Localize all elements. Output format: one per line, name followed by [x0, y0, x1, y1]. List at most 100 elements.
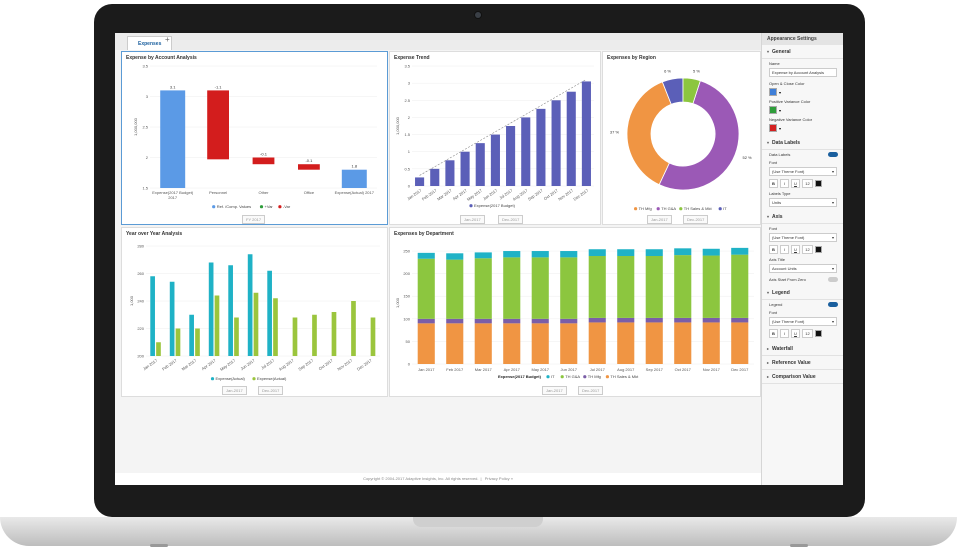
stacked-segment: [645, 317, 663, 323]
section-axis[interactable]: ▾ Axis: [762, 211, 843, 224]
labels-type-select[interactable]: Units ▾: [769, 198, 837, 207]
trend-bar: [506, 126, 516, 186]
data-labels-toggle[interactable]: [828, 152, 838, 157]
font-color-swatch[interactable]: [815, 330, 822, 337]
trend-bar: [415, 177, 425, 186]
page-footer: Copyright © 2004-2017 Adaptive Insights,…: [115, 473, 761, 485]
stacked-segment: [674, 322, 692, 364]
period-filter[interactable]: FY 2017: [242, 215, 266, 224]
y-tick-label: 1.5: [142, 186, 148, 191]
font-color-swatch[interactable]: [815, 180, 822, 187]
from-period-filter[interactable]: Jan-2017: [647, 215, 672, 224]
slice-label: 6 %: [664, 69, 671, 74]
font-style-row: B I U 12: [762, 244, 843, 255]
underline-button[interactable]: U: [791, 245, 800, 254]
yoy-panel[interactable]: Year over Year Analysis 280 260 240 220 200 1…: [121, 227, 388, 397]
to-period-filter[interactable]: Dec-2017: [578, 386, 604, 395]
section-legend[interactable]: ▾ Legend: [762, 287, 843, 300]
yoy-bar: [150, 276, 155, 356]
positive-variance-color-swatch[interactable]: [769, 106, 777, 114]
open-close-color-swatch[interactable]: [769, 88, 777, 96]
legend-toggle-label: Legend: [769, 302, 783, 307]
stacked-segment: [474, 318, 492, 324]
font-size-input[interactable]: 12: [802, 179, 813, 188]
stacked-segment: [731, 247, 749, 255]
yoy-chart: 280 260 240 220 200 1,000 Jan 2017 Feb 2017 Mar …: [129, 244, 380, 381]
from-period-filter[interactable]: Jan-2017: [542, 386, 567, 395]
stacked-segment: [645, 249, 663, 257]
x-tick-label: May 2017: [219, 357, 237, 372]
x-tick-label: May 2017: [466, 187, 484, 202]
from-period-filter[interactable]: Jan-2017: [460, 215, 485, 224]
bold-button[interactable]: B: [769, 179, 778, 188]
font-select[interactable]: (Use Theme Font) ▾: [769, 317, 837, 326]
stacked-segment: [702, 255, 720, 318]
underline-button[interactable]: U: [791, 179, 800, 188]
y-tick-label: 0: [408, 362, 411, 367]
yoy-bar: [312, 314, 317, 356]
donut-slice: [658, 80, 740, 191]
chevron-down-icon: ▾: [831, 319, 834, 324]
axis-start-zero-toggle[interactable]: [828, 277, 838, 282]
panel-title: Expense by Account Analysis: [126, 55, 197, 61]
section-data-labels[interactable]: ▾ Data Labels: [762, 137, 843, 150]
from-period-filter[interactable]: Jan-2017: [222, 386, 247, 395]
add-tab-button[interactable]: +: [165, 35, 170, 44]
font-size-input[interactable]: 12: [802, 329, 813, 338]
stacked-segment: [617, 256, 635, 318]
to-period-filter[interactable]: Dec-2017: [258, 386, 284, 395]
to-period-filter[interactable]: Dec-2017: [683, 215, 709, 224]
section-reference-value[interactable]: ▸ Reference Value: [762, 357, 843, 370]
region-panel[interactable]: Expenses by Region 52 % 37 % 6 % 5 % TH Mfg T…: [602, 51, 761, 225]
underline-button[interactable]: U: [791, 329, 800, 338]
trend-panel[interactable]: Expense Trend 3.5 3 2.5 2 1.5 1 0.5 0 1,000,000 J…: [389, 51, 601, 225]
trend-bar: [475, 143, 485, 186]
section-comparison-value[interactable]: ▸ Comparison Value: [762, 371, 843, 384]
data-label: 3.1: [170, 84, 176, 89]
italic-button[interactable]: I: [780, 329, 789, 338]
positive-variance-color-label: Positive Variance Color: [769, 99, 811, 104]
legend-marker: [679, 207, 683, 211]
stacked-segment: [417, 323, 435, 364]
waterfall-panel[interactable]: Expense by Account Analysis 3.5 3 2.5 2 1.5 1…: [121, 51, 388, 225]
stacked-segment: [702, 248, 720, 256]
legend-toggle[interactable]: [828, 302, 838, 307]
italic-button[interactable]: I: [780, 179, 789, 188]
section-waterfall[interactable]: ▸ Waterfall: [762, 343, 843, 356]
axis-title-select[interactable]: Account Units ▾: [769, 264, 837, 273]
axis-title-value: Account Units: [772, 266, 797, 271]
name-input[interactable]: Expense by Account Analysis: [769, 68, 837, 77]
department-panel[interactable]: Expenses by Department 250 200 150 100 50 0 1,…: [389, 227, 761, 397]
font-select[interactable]: (Use Theme Font) ▾: [769, 167, 837, 176]
bold-button[interactable]: B: [769, 245, 778, 254]
donut-slice: [626, 81, 672, 186]
donut-slice: [682, 77, 701, 105]
italic-button[interactable]: I: [780, 245, 789, 254]
y-tick-label: 0: [408, 184, 411, 189]
legend-label: TH Mfg: [588, 374, 601, 379]
negative-variance-color-swatch[interactable]: [769, 124, 777, 132]
section-general[interactable]: ▾ General: [762, 46, 843, 59]
section-label: Data Labels: [772, 140, 801, 146]
tab-expenses[interactable]: Expenses: [127, 36, 173, 51]
privacy-link[interactable]: Privacy Policy »: [484, 476, 513, 481]
stacked-segment: [731, 322, 749, 364]
to-period-filter[interactable]: Dec-2017: [498, 215, 524, 224]
stacked-segment: [674, 255, 692, 318]
panel-title: Year over Year Analysis: [126, 231, 183, 237]
x-tick-label: May 2017: [531, 367, 549, 372]
font-size-input[interactable]: 12: [802, 245, 813, 254]
copyright-text: Copyright © 2004-2017 Adaptive Insights,…: [363, 476, 479, 481]
font-color-swatch[interactable]: [815, 246, 822, 253]
trend-bar: [430, 168, 440, 186]
chevron-down-icon: ▾: [767, 140, 770, 145]
stacked-segment: [503, 323, 521, 364]
y-axis-label: 1,000,000: [395, 116, 400, 135]
font-select[interactable]: (Use Theme Font) ▾: [769, 233, 837, 242]
bold-button[interactable]: B: [769, 329, 778, 338]
font-label: Font: [769, 310, 778, 315]
data-label: 1.8: [352, 164, 358, 169]
stacked-segment: [588, 322, 606, 364]
y-tick-label: 240: [137, 299, 144, 304]
x-tick-label: Mar 2017: [181, 357, 198, 371]
